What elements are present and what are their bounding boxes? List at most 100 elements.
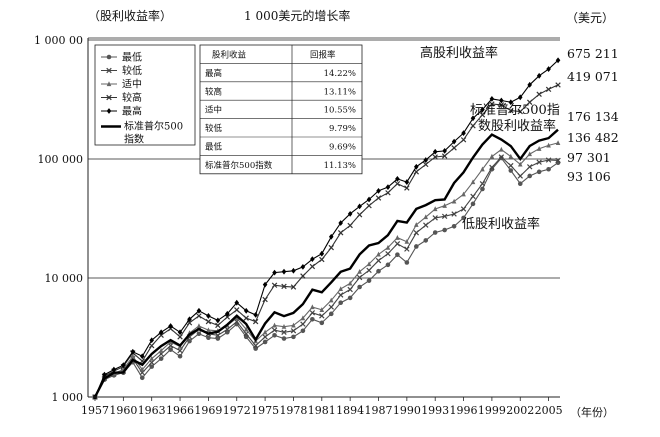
chart-title: 1 000美元的增长率 [244,8,350,23]
data-point-适中 [376,251,381,257]
data-point-最高 [461,130,466,137]
x-tick-label: 1960 [109,404,137,417]
end-value-label: 675 211 [567,46,619,61]
data-point-较高 [328,244,334,251]
series-line-最高 [94,59,559,398]
table-cell: 9.79% [329,124,356,134]
data-point-适中 [395,235,400,240]
data-point-最高 [395,176,400,182]
data-point-较低 [423,222,429,228]
data-point-适中 [517,161,523,167]
data-point-较低 [555,157,561,164]
data-point-较高 [215,322,221,329]
series-line-适中 [94,142,559,398]
data-point-最高 [432,148,438,155]
data-point-最低 [508,168,514,173]
data-point-最低 [177,353,183,359]
data-point-适中 [262,329,268,335]
data-point-最高 [158,329,164,336]
data-point-适中 [508,153,514,159]
data-point-较低 [432,215,438,221]
table-cell: 较低 [205,123,223,134]
data-point-最高 [555,57,561,64]
x-tick-label: 1990 [393,404,421,417]
data-point-最高 [517,94,523,101]
data-point-最高 [347,210,353,217]
data-point-较低 [290,328,297,334]
data-point-较低 [404,246,410,252]
table-header-cell: 回报率 [310,50,336,61]
table-cell: 11.13% [324,161,356,171]
data-point-较高 [423,161,429,168]
series-line-最低 [94,157,559,398]
data-point-较高 [526,99,533,105]
data-point-最低 [338,300,344,306]
data-point-最高 [357,203,362,210]
data-point-最高 [215,317,221,324]
data-point-较高 [281,283,287,290]
data-point-最低 [385,262,391,268]
data-point-适中 [158,347,164,353]
legend-label: 最低 [122,51,142,64]
data-point-最低 [139,375,145,381]
data-point-较高 [177,334,183,340]
data-point-最高 [187,316,192,323]
data-point-较低 [356,274,363,281]
series-lines [92,57,561,400]
data-point-较高 [356,212,363,218]
data-point-最低 [196,331,202,337]
x-tick-label: 1993 [421,404,449,417]
data-point-最低 [187,338,192,344]
table-header-cell: 股利收益 [212,50,247,61]
x-tick-label: 2002 [506,404,534,417]
data-point-较高 [508,107,514,114]
data-point-较低 [385,250,391,257]
data-point-最低 [300,328,306,334]
data-point-最高 [385,184,391,191]
data-point-最高 [442,147,447,154]
data-point-较低 [441,213,448,220]
table-cell: 10.55% [324,106,356,116]
data-point-最高 [262,281,268,288]
data-point-最高 [139,353,145,360]
data-point-适中 [328,297,334,303]
series-line-sp500 [93,128,559,398]
x-tick-label: 1981 [308,404,336,417]
data-point-较低 [394,241,401,247]
data-point-较低 [498,154,505,160]
data-point-较高 [545,86,552,93]
end-value-labels: 675 211 419 071 176 134 136 482 97 301 93 106 [567,46,619,184]
data-point-较高 [479,112,486,118]
data-point-较高 [271,282,278,288]
data-point-较低 [271,327,278,333]
data-point-较高 [262,296,268,303]
x-tick-label: 1975 [251,404,279,417]
data-point-适中 [243,326,249,332]
x-tick-label: 1996 [450,404,478,417]
data-point-最高 [423,157,429,163]
data-point-较低 [460,206,467,212]
x-tick-label: 1969 [194,404,222,417]
data-point-适中 [480,166,485,172]
data-point-最高 [272,269,277,276]
table-frame [199,44,363,175]
legend-label-cont: 指数 [124,133,144,146]
data-point-较低 [517,173,523,179]
data-point-最低 [149,364,154,369]
data-point-最低 [546,166,551,172]
data-point-最高 [206,313,211,319]
data-point-最高 [319,250,325,257]
data-point-最低 [395,252,400,257]
legend-marker [106,108,112,114]
plot-frame [87,37,560,398]
data-point-最低 [442,227,447,233]
data-point-较低 [309,310,316,316]
end-value-label: 176 134 [567,109,619,124]
annotation-label: 数股利收益率 [478,118,556,134]
data-point-最高 [196,307,202,314]
x-tick-label: 1957 [81,404,109,417]
data-point-最低 [291,334,296,340]
data-point-适中 [272,322,277,328]
y-tick-label: 100 000 [38,153,84,166]
